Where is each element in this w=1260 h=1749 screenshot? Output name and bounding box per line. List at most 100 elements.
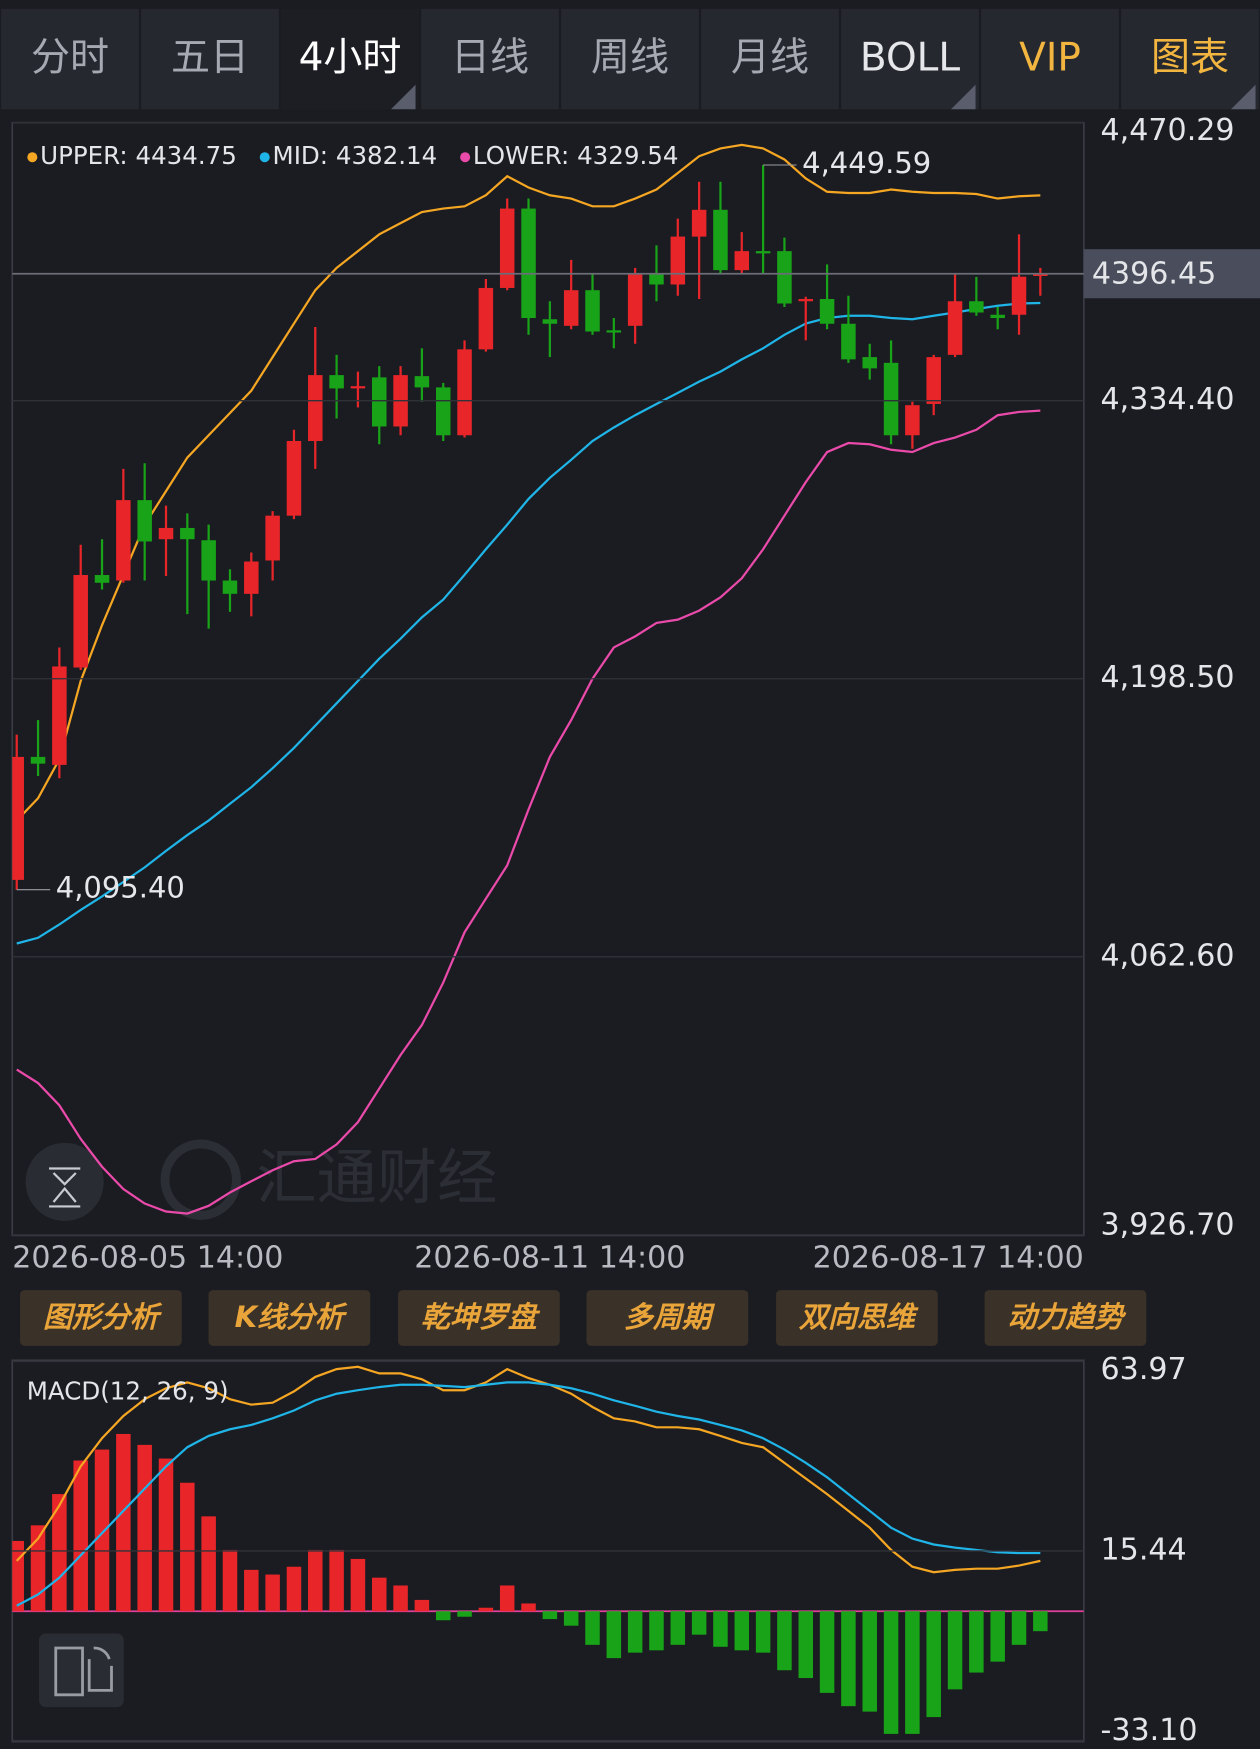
tab[interactable] bbox=[701, 8, 839, 110]
macd-bar bbox=[926, 1611, 941, 1718]
candle-body bbox=[265, 515, 280, 561]
macd-bar bbox=[30, 1525, 46, 1612]
macd-bar bbox=[137, 1444, 152, 1612]
macd-bar bbox=[819, 1611, 835, 1693]
candle-body bbox=[862, 357, 877, 369]
candle-body bbox=[222, 580, 238, 594]
macd-bar bbox=[12, 1540, 24, 1612]
tab[interactable] bbox=[1, 8, 139, 110]
legend-dot bbox=[259, 152, 270, 163]
macd-bar bbox=[777, 1611, 792, 1671]
analysis-button[interactable] bbox=[586, 1290, 749, 1346]
macd-plot bbox=[12, 1365, 1084, 1734]
macd-bar bbox=[734, 1611, 750, 1651]
candle-body bbox=[1011, 276, 1027, 315]
candle-body bbox=[969, 301, 984, 313]
macd-bar bbox=[116, 1433, 131, 1612]
macd-bar bbox=[286, 1566, 302, 1612]
analysis-button-label: 乾坤罗盘 bbox=[421, 1300, 541, 1334]
macd-bar bbox=[905, 1611, 920, 1734]
macd-bar bbox=[563, 1611, 579, 1626]
candle-body bbox=[116, 500, 131, 581]
candle-body bbox=[649, 274, 664, 285]
macd-bar bbox=[947, 1611, 963, 1690]
analysis-button[interactable] bbox=[208, 1290, 371, 1346]
candle-body bbox=[777, 251, 792, 304]
candle-body bbox=[52, 666, 67, 765]
candle-body bbox=[755, 251, 771, 254]
tab[interactable] bbox=[1121, 8, 1259, 110]
candle-body bbox=[627, 274, 643, 326]
candle-body bbox=[883, 362, 899, 436]
tab-label: 图表 bbox=[1151, 36, 1229, 81]
price-tick-label: 4,198.50 bbox=[1101, 660, 1235, 695]
candle-body bbox=[905, 405, 920, 436]
overlay: 图形分析 K线分析 乾坤罗盘 多周期 双向思维 动力趋势 4,470.29 4,334.40 4… bbox=[12, 113, 1260, 1748]
candle-body bbox=[350, 386, 366, 389]
candle-body bbox=[521, 208, 536, 319]
tab-label: 日线 bbox=[451, 36, 529, 81]
tab[interactable] bbox=[281, 8, 419, 110]
macd-tick-label: 63.97 bbox=[1101, 1352, 1187, 1387]
candle-body bbox=[137, 500, 152, 542]
tab[interactable] bbox=[141, 8, 279, 110]
candle-body bbox=[798, 299, 814, 302]
price-tick-label: 3,926.70 bbox=[1101, 1207, 1235, 1242]
macd-bar bbox=[627, 1611, 643, 1653]
candle-body bbox=[670, 236, 686, 285]
macd-bar bbox=[201, 1516, 216, 1612]
candle-body bbox=[158, 527, 174, 540]
main-plot bbox=[12, 143, 1048, 1215]
candle-body bbox=[926, 357, 941, 404]
macd-bar bbox=[393, 1585, 408, 1612]
candle-body bbox=[990, 314, 1005, 319]
macd-bar bbox=[329, 1549, 344, 1612]
tab[interactable] bbox=[421, 8, 559, 110]
analysis-button[interactable] bbox=[776, 1290, 938, 1346]
candle-body bbox=[286, 440, 302, 516]
macd-bar bbox=[585, 1611, 600, 1645]
tab[interactable] bbox=[981, 8, 1119, 110]
candle-body bbox=[180, 527, 195, 540]
legend-label: LOWER: 4329.54 bbox=[473, 141, 679, 170]
candle-body bbox=[435, 387, 451, 436]
macd-bar bbox=[244, 1569, 259, 1612]
macd-bar bbox=[606, 1611, 622, 1659]
macd-bar bbox=[521, 1603, 536, 1612]
analysis-button-label: 双向思维 bbox=[799, 1300, 919, 1334]
tab-label: 周线 bbox=[591, 36, 669, 81]
tab[interactable] bbox=[561, 8, 699, 110]
analysis-button[interactable] bbox=[20, 1290, 182, 1346]
tab-label: 分时 bbox=[31, 36, 109, 81]
watermark: 汇通财经 bbox=[256, 1144, 497, 1214]
macd-bar bbox=[222, 1549, 238, 1612]
macd-bar bbox=[798, 1611, 814, 1679]
candle-body bbox=[542, 319, 558, 324]
macd-title: MACD(12, 26, 9) bbox=[27, 1377, 229, 1406]
macd-bar bbox=[435, 1611, 451, 1621]
collapse-button[interactable] bbox=[25, 1142, 104, 1221]
indicator-line bbox=[15, 1365, 1041, 1574]
macd-bar bbox=[542, 1611, 558, 1620]
macd-bar bbox=[649, 1611, 664, 1651]
tab[interactable] bbox=[841, 8, 979, 110]
macd-bar bbox=[990, 1611, 1005, 1662]
tab-label: BOLL bbox=[860, 36, 961, 81]
candle-body bbox=[94, 575, 110, 583]
macd-bar bbox=[1011, 1611, 1027, 1645]
last-price-label: 4396.45 bbox=[1092, 256, 1216, 291]
analysis-button-label: K线分析 bbox=[235, 1300, 348, 1334]
candle-body bbox=[563, 290, 579, 326]
annotation-label: 4,095.40 bbox=[56, 871, 185, 905]
x-tick-label: 2026-08-05 14:00 bbox=[12, 1240, 283, 1275]
analysis-button-label: 多周期 bbox=[624, 1300, 716, 1334]
price-tick-label: 4,334.40 bbox=[1101, 382, 1235, 417]
candle-body bbox=[73, 575, 88, 668]
x-tick-label: 2026-08-11 14:00 bbox=[414, 1240, 685, 1275]
analysis-button[interactable] bbox=[398, 1290, 560, 1346]
candle-body bbox=[308, 375, 323, 441]
tab-label: VIP bbox=[1019, 36, 1081, 81]
candle-body bbox=[12, 756, 24, 880]
analysis-button[interactable] bbox=[984, 1290, 1147, 1346]
candle-body bbox=[713, 209, 728, 271]
